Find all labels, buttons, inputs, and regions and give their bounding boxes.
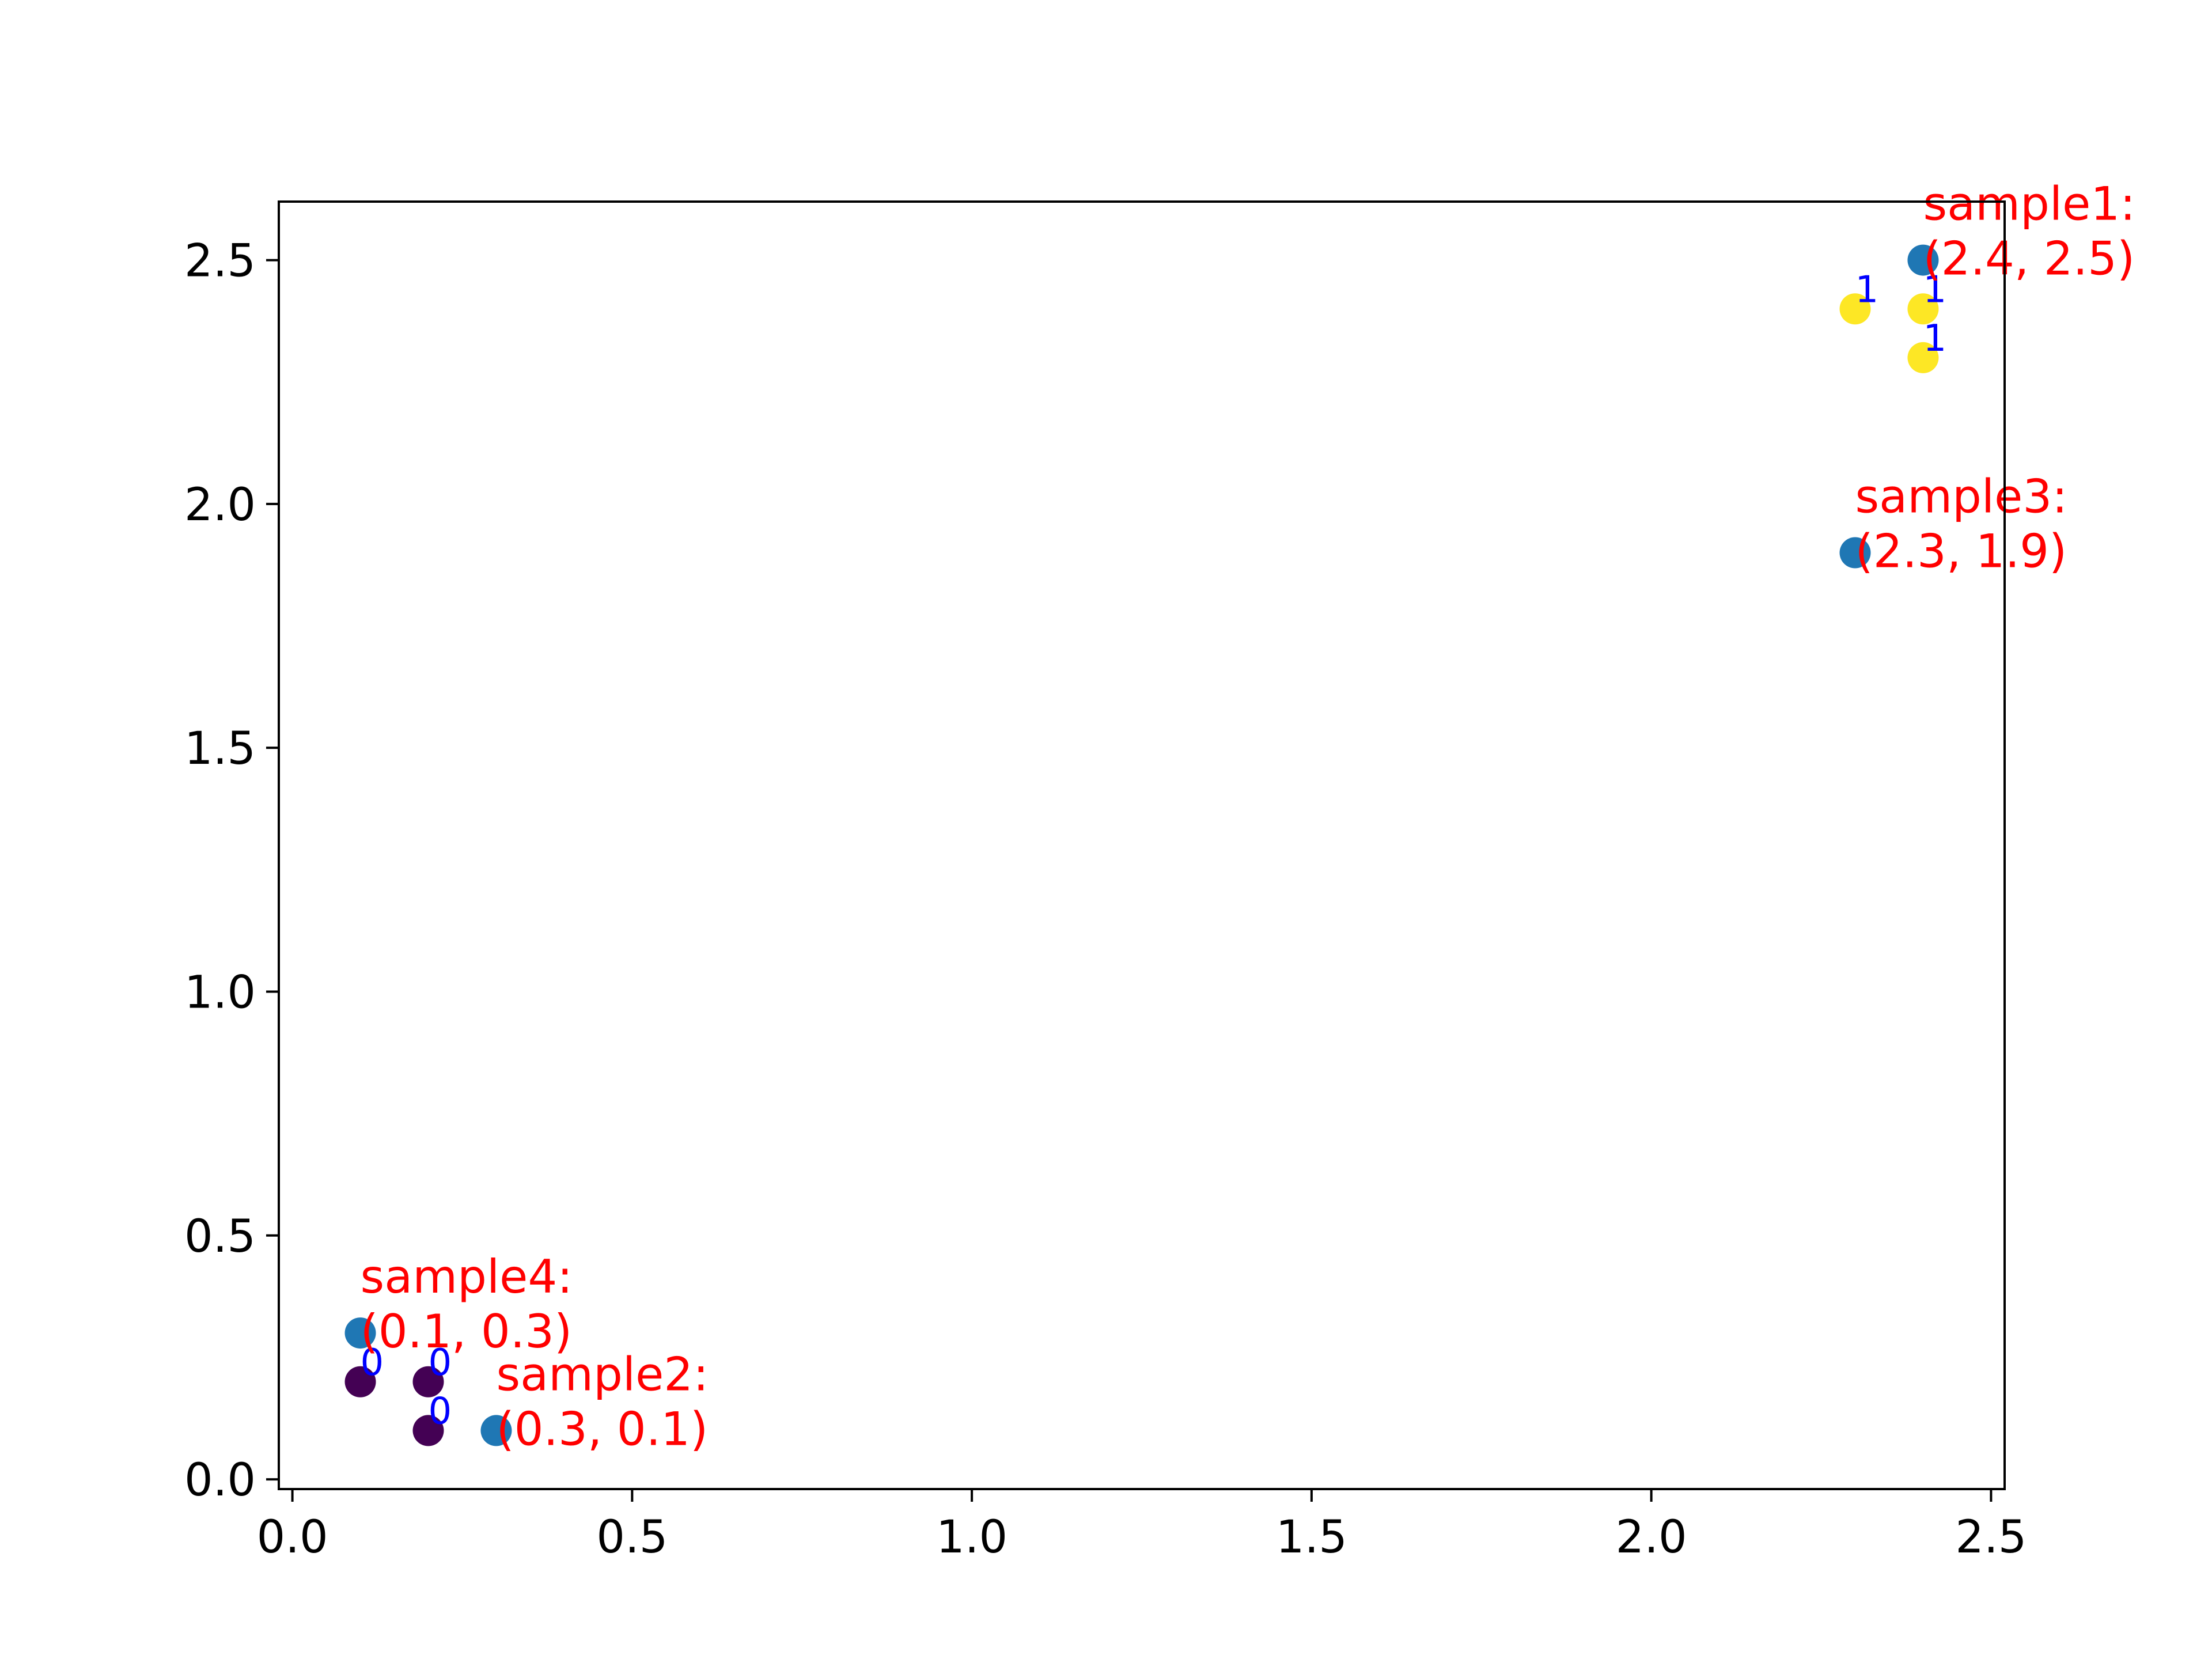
sample-point	[1907, 244, 1939, 276]
y-tick-label: 0.5	[184, 1211, 256, 1263]
sample-point	[1839, 537, 1871, 569]
cluster-label: 0	[428, 1390, 452, 1433]
sample-annotation-coords: (2.3, 1.9)	[1855, 525, 2067, 578]
cluster-1-point	[1907, 293, 1939, 325]
cluster-0-point	[344, 1366, 376, 1397]
x-tick-label: 1.0	[936, 1512, 1007, 1563]
cluster-label: 0	[361, 1342, 384, 1384]
sample-annotation-name: sample3:	[1855, 470, 2068, 524]
cluster-label: 1	[1855, 268, 1879, 311]
y-tick-label: 1.5	[184, 723, 256, 775]
x-tick-label: 2.0	[1616, 1512, 1687, 1563]
sample-annotation-name: sample1:	[1923, 177, 2135, 231]
sample-point	[480, 1415, 512, 1446]
sample-annotation-name: sample2:	[496, 1347, 709, 1401]
cluster-label: 1	[1923, 317, 1946, 360]
x-axis: 0.0 0.5 1.0 1.5 2.0 2.5	[257, 1489, 2027, 1563]
sample-annotation-coords: (0.1, 0.3)	[361, 1305, 573, 1358]
x-tick-label: 2.5	[1955, 1512, 2027, 1563]
sample-point	[344, 1317, 376, 1349]
sample-annotation-coords: (0.3, 0.1)	[496, 1402, 708, 1456]
y-tick-label: 1.0	[184, 967, 256, 1018]
y-tick-label: 2.0	[184, 479, 256, 531]
plot-frame	[278, 200, 2006, 1490]
cluster-label: 0	[428, 1342, 452, 1384]
y-axis: 0.0 0.5 1.0 1.5 2.0 2.5	[184, 236, 279, 1506]
cluster-0-point	[412, 1415, 444, 1446]
y-tick-label: 0.0	[184, 1455, 256, 1506]
cluster-0-point	[412, 1366, 444, 1397]
x-tick-label: 0.0	[257, 1512, 328, 1563]
cluster-1-point	[1907, 342, 1939, 373]
x-tick-label: 1.5	[1276, 1512, 1347, 1563]
x-tick-label: 0.5	[596, 1512, 668, 1563]
y-tick-label: 2.5	[184, 236, 256, 287]
cluster-label: 1	[1923, 268, 1946, 311]
plot-marks: 0 001 11(2.4, 2.5)sample1:(0.3, 0.1)sample…	[344, 177, 2135, 1456]
cluster-1-point	[1839, 293, 1871, 325]
sample-annotation-coords: (2.4, 2.5)	[1923, 232, 2135, 286]
sample-annotation-name: sample4:	[361, 1250, 573, 1304]
